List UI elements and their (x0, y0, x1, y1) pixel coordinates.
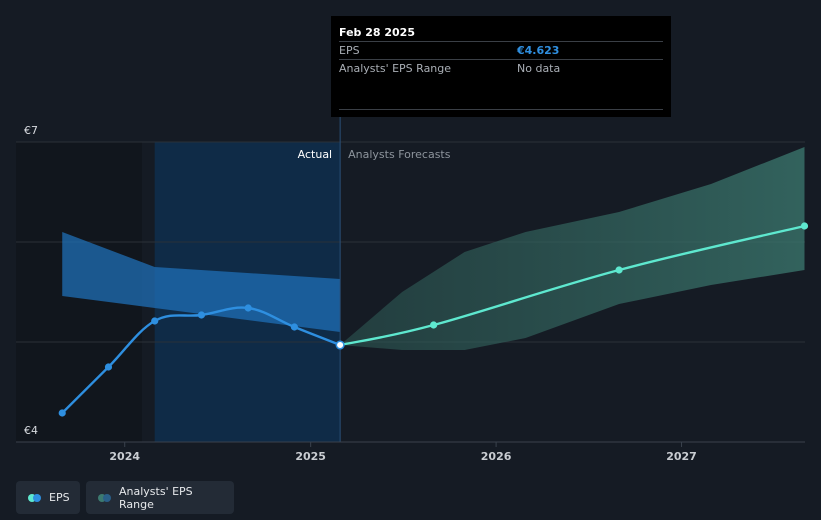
eps-forecast-point (615, 266, 623, 274)
eps-legend-icon (28, 493, 41, 502)
x-tick-label: 2025 (295, 450, 326, 463)
actual-label: Actual (298, 148, 332, 161)
range-legend-icon (98, 493, 111, 502)
analysts-eps-range-actual (62, 232, 341, 332)
eps-actual-point (335, 340, 345, 350)
x-axis: 2024 2025 2026 2027 (109, 442, 697, 463)
tooltip-range-label: Analysts' EPS Range (339, 62, 452, 75)
tooltip-divider (339, 109, 663, 110)
tooltip-date: Feb 28 2025 (339, 26, 415, 39)
x-tick-label: 2024 (109, 450, 140, 463)
tooltip-range-value: No data (517, 62, 561, 75)
eps-actual-point (58, 409, 66, 417)
x-tick-label: 2027 (666, 450, 697, 463)
legend-item-analysts-range[interactable]: Analysts' EPS Range (86, 481, 234, 514)
eps-actual-point (151, 317, 159, 325)
legend-item-eps[interactable]: EPS (16, 481, 80, 514)
x-tick-label: 2026 (481, 450, 512, 463)
y-tick-label-bottom: €4 (24, 424, 38, 437)
y-tick-label-top: €7 (24, 124, 38, 137)
eps-forecast-point (430, 321, 438, 329)
eps-actual-point (104, 363, 113, 371)
tooltip-row-eps: EPS €4.623 (339, 41, 663, 59)
eps-forecast-point (800, 222, 809, 230)
eps-actual-point (244, 304, 252, 312)
analysts-eps-range-forecast (340, 147, 805, 350)
eps-line-forecast (339, 224, 805, 347)
tooltip-eps-label: EPS (339, 44, 360, 57)
legend-range-label: Analysts' EPS Range (119, 484, 193, 511)
legend-eps-label: EPS (49, 491, 70, 504)
tooltip: Feb 28 2025 EPS €4.623 Analysts' EPS Ran… (331, 16, 671, 117)
eps-actual-point (290, 323, 299, 331)
forecast-label: Analysts Forecasts (348, 148, 451, 161)
tooltip-eps-value: €4.623 (517, 44, 560, 57)
eps-actual-point (197, 311, 206, 319)
tooltip-row-range: Analysts' EPS Range No data (339, 59, 663, 77)
